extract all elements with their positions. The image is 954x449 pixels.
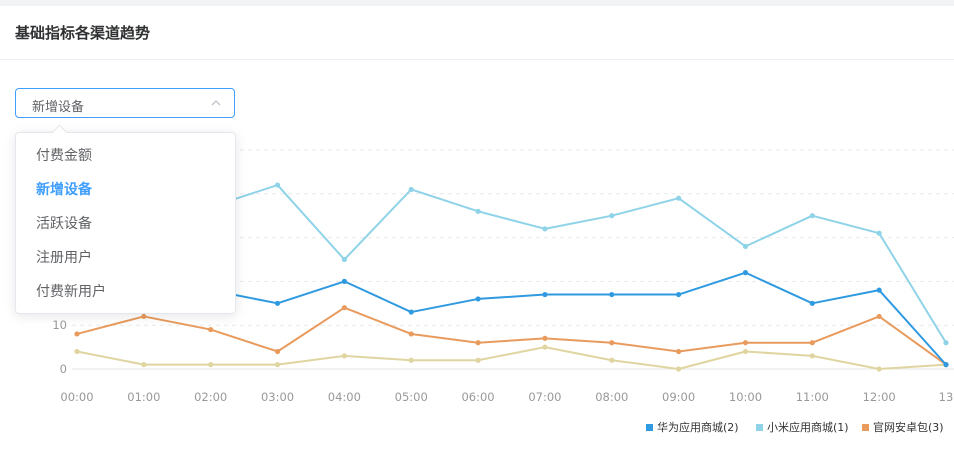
y-tick-label: 10 bbox=[52, 318, 67, 332]
x-tick-label: 07:00 bbox=[528, 390, 561, 404]
legend-swatch bbox=[756, 424, 763, 431]
data-point[interactable] bbox=[542, 335, 548, 341]
data-point[interactable] bbox=[742, 340, 749, 346]
y-axis-ticks: 0 10 bbox=[52, 318, 67, 376]
dropdown-option[interactable]: 付费新用户 bbox=[36, 284, 106, 300]
data-point[interactable] bbox=[408, 186, 414, 193]
x-tick-label: 04:00 bbox=[328, 390, 361, 404]
data-point[interactable] bbox=[475, 340, 481, 346]
data-point[interactable] bbox=[676, 366, 682, 372]
series-line bbox=[76, 346, 947, 370]
data-point[interactable] bbox=[274, 348, 281, 355]
data-point[interactable] bbox=[742, 243, 749, 249]
legend-swatch bbox=[862, 424, 869, 431]
data-point[interactable] bbox=[609, 340, 615, 346]
metric-dropdown: 付费金额新增设备活跃设备注册用户付费新用户 bbox=[15, 124, 236, 314]
data-point[interactable] bbox=[876, 366, 882, 372]
dropdown-option[interactable]: 活跃设备 bbox=[36, 216, 92, 232]
data-point[interactable] bbox=[408, 331, 414, 337]
dropdown-option[interactable]: 付费金额 bbox=[36, 148, 92, 164]
data-point[interactable] bbox=[542, 344, 548, 350]
data-point[interactable] bbox=[609, 291, 615, 298]
data-point[interactable] bbox=[341, 353, 347, 359]
data-point[interactable] bbox=[475, 208, 481, 214]
dropdown-option[interactable]: 注册用户 bbox=[36, 250, 92, 266]
x-tick-label: 01:00 bbox=[127, 390, 160, 404]
data-point[interactable] bbox=[208, 326, 214, 333]
series-line bbox=[76, 306, 947, 366]
legend-item[interactable]: 华为应用商城(2) bbox=[646, 420, 739, 434]
data-point[interactable] bbox=[341, 305, 347, 311]
data-point[interactable] bbox=[274, 300, 281, 306]
data-point[interactable] bbox=[542, 291, 548, 298]
data-point[interactable] bbox=[809, 213, 815, 219]
data-point[interactable] bbox=[274, 362, 281, 368]
data-point[interactable] bbox=[876, 230, 882, 236]
x-tick-label: 03:00 bbox=[261, 390, 294, 404]
data-point[interactable] bbox=[809, 300, 815, 306]
data-point[interactable] bbox=[742, 270, 749, 276]
data-point[interactable] bbox=[141, 362, 147, 368]
data-point[interactable] bbox=[943, 362, 949, 368]
x-tick-label: 09:00 bbox=[662, 390, 695, 404]
y-tick-label: 0 bbox=[60, 362, 67, 376]
data-point[interactable] bbox=[809, 340, 815, 346]
data-point[interactable] bbox=[341, 256, 347, 263]
legend-swatch bbox=[646, 424, 653, 431]
top-bar bbox=[0, 0, 954, 6]
x-tick-label: 08:00 bbox=[595, 390, 628, 404]
data-point[interactable] bbox=[876, 313, 882, 320]
header-divider bbox=[0, 59, 954, 60]
x-tick-label: 11:00 bbox=[796, 390, 829, 404]
data-point[interactable] bbox=[542, 226, 548, 232]
data-point[interactable] bbox=[676, 195, 682, 201]
legend-item[interactable]: 小米应用商城(1) bbox=[756, 420, 849, 434]
data-point[interactable] bbox=[742, 348, 749, 355]
metric-select-value: 新增设备 bbox=[32, 100, 85, 115]
data-point[interactable] bbox=[609, 213, 615, 219]
data-point[interactable] bbox=[141, 313, 147, 320]
data-point[interactable] bbox=[676, 348, 682, 355]
legend-label: 官网安卓包(3) bbox=[873, 420, 944, 434]
x-tick-label: 12:00 bbox=[863, 390, 896, 404]
x-tick-label: 13 bbox=[939, 390, 954, 404]
x-tick-label: 00:00 bbox=[60, 390, 93, 404]
data-point[interactable] bbox=[74, 331, 80, 337]
legend-label: 华为应用商城(2) bbox=[657, 420, 739, 434]
legend-label: 小米应用商城(1) bbox=[767, 420, 849, 434]
data-point[interactable] bbox=[274, 182, 281, 188]
chevron-up-icon bbox=[211, 100, 221, 106]
data-point[interactable] bbox=[408, 357, 414, 363]
data-point[interactable] bbox=[943, 340, 949, 346]
metric-select[interactable]: 新增设备 bbox=[15, 88, 235, 118]
legend-item[interactable]: 官网安卓包(3) bbox=[862, 420, 944, 434]
data-point[interactable] bbox=[475, 296, 481, 302]
dropdown-option[interactable]: 新增设备 bbox=[36, 182, 92, 198]
x-tick-label: 06:00 bbox=[461, 390, 494, 404]
data-point[interactable] bbox=[609, 357, 615, 363]
x-axis-ticks: 00:00 01:00 02:00 03:00 04:00 05:00 06:00 07:00… bbox=[60, 390, 953, 404]
series-2 bbox=[74, 305, 949, 368]
data-point[interactable] bbox=[74, 348, 80, 355]
card-title: 基础指标各渠道趋势 bbox=[15, 24, 151, 42]
data-point[interactable] bbox=[809, 353, 815, 359]
data-point[interactable] bbox=[341, 278, 347, 284]
data-point[interactable] bbox=[408, 309, 414, 315]
x-tick-label: 10:00 bbox=[729, 390, 762, 404]
series-3 bbox=[74, 344, 949, 372]
data-point[interactable] bbox=[208, 362, 214, 368]
dropdown-options: 付费金额新增设备活跃设备注册用户付费新用户 bbox=[16, 139, 235, 309]
x-tick-label: 02:00 bbox=[194, 390, 227, 404]
chart-legend: 华为应用商城(2) 小米应用商城(1) 官网安卓包(3) bbox=[646, 420, 944, 434]
data-point[interactable] bbox=[475, 357, 481, 363]
data-point[interactable] bbox=[676, 291, 682, 298]
data-point[interactable] bbox=[876, 287, 882, 293]
x-tick-label: 05:00 bbox=[395, 390, 428, 404]
